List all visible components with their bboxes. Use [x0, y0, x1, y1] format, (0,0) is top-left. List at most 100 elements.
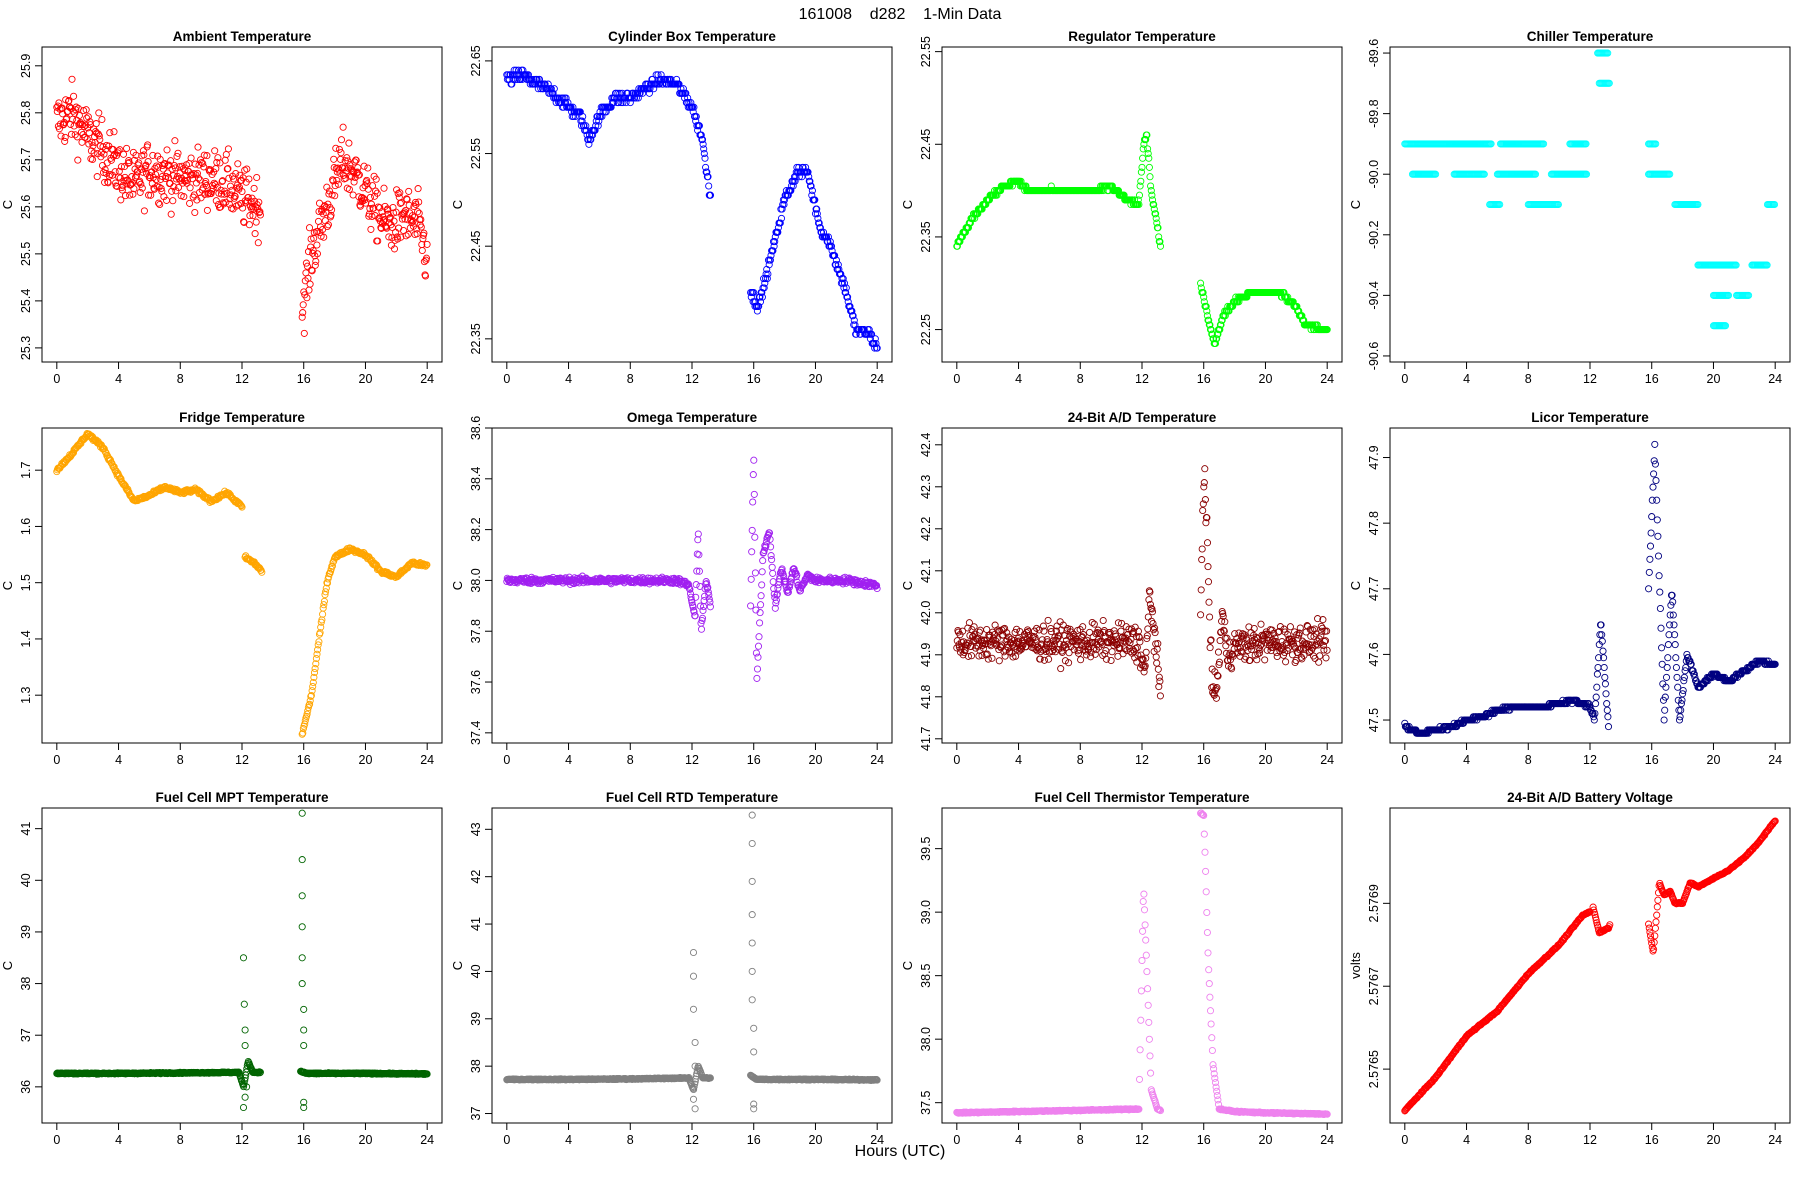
data-point [61, 137, 69, 145]
data-point [142, 161, 150, 169]
data-point [1666, 170, 1674, 178]
y-tick-label: 1.3 [19, 686, 33, 703]
data-point [302, 259, 310, 267]
data-point [1671, 641, 1679, 649]
data-point [1146, 173, 1154, 181]
data-point [835, 265, 843, 273]
y-tick-label: 22.65 [469, 45, 483, 76]
data-point [144, 158, 152, 166]
data-point [119, 182, 127, 190]
data-point [555, 94, 563, 102]
x-tick-label: 20 [1707, 753, 1721, 767]
data-point [1653, 496, 1661, 504]
y-tick-label: 47.7 [1367, 577, 1381, 601]
data-point [1150, 200, 1158, 209]
data-point [133, 172, 141, 180]
x-tick-label: 0 [1401, 753, 1408, 767]
y-tick-label: 22.35 [919, 221, 933, 252]
data-point [135, 159, 143, 167]
data-point [627, 94, 636, 102]
x-tick-label: 20 [1707, 372, 1721, 386]
data-point [777, 214, 786, 222]
y-tick-label: -90.4 [1367, 281, 1381, 310]
data-point [1662, 673, 1671, 681]
data-point [1108, 648, 1116, 656]
data-point [203, 152, 211, 160]
data-point [1603, 706, 1611, 714]
data-point [1153, 659, 1161, 667]
data-point [349, 168, 357, 176]
data-point [1206, 644, 1214, 652]
data-point [136, 177, 144, 185]
data-point [682, 89, 690, 97]
data-point [390, 217, 398, 225]
data-point [402, 232, 410, 240]
data-point [695, 122, 703, 130]
x-tick-label: 12 [1583, 753, 1597, 767]
data-point [868, 330, 876, 338]
y-tick-label: 38.4 [469, 467, 483, 491]
data-point [186, 184, 194, 192]
data-point [337, 149, 345, 157]
series-points [1401, 49, 1779, 330]
data-point [1600, 663, 1608, 672]
data-point [202, 177, 210, 186]
x-tick-label: 0 [503, 372, 510, 386]
data-point [420, 229, 428, 237]
data-point [122, 177, 130, 185]
data-point [752, 649, 760, 657]
data-point [246, 212, 254, 220]
data-point [255, 198, 263, 206]
data-point [988, 654, 996, 662]
data-point [652, 71, 660, 79]
data-point [1145, 163, 1153, 171]
x-tick-label: 8 [627, 753, 634, 767]
data-point [418, 246, 426, 255]
data-point [1214, 330, 1222, 338]
data-point [96, 135, 104, 144]
data-point [223, 189, 231, 197]
data-point [697, 131, 705, 139]
data-point [840, 279, 849, 287]
series-points [53, 809, 431, 1112]
x-tick-label: 12 [1135, 753, 1149, 767]
y-axis-label: C [900, 200, 915, 209]
data-point [320, 233, 328, 241]
data-point [1201, 465, 1209, 473]
data-point [381, 202, 389, 210]
data-point [839, 279, 847, 287]
data-point [333, 176, 341, 184]
series-points [953, 465, 1331, 702]
data-point [160, 160, 168, 168]
data-point [1554, 200, 1562, 209]
data-point [1592, 700, 1600, 708]
data-point [831, 251, 839, 260]
data-point [163, 169, 172, 177]
data-point [1648, 513, 1656, 521]
y-tick-label: 25.5 [19, 242, 33, 266]
data-point [1203, 307, 1211, 315]
data-point [360, 162, 368, 170]
x-tick-label: 8 [177, 372, 184, 386]
data-point [221, 156, 229, 164]
data-point [757, 592, 765, 600]
data-point [186, 199, 194, 207]
data-point [1197, 586, 1205, 594]
data-point [1156, 692, 1164, 700]
data-point [169, 197, 177, 205]
data-point [168, 187, 176, 195]
data-point [1142, 136, 1150, 144]
x-tick-label: 24 [1320, 753, 1334, 767]
data-point [152, 176, 160, 184]
data-point [756, 619, 764, 627]
y-tick-label: 22.55 [469, 138, 483, 169]
panel-title: Omega Temperature [627, 410, 758, 425]
data-point [1732, 261, 1740, 269]
x-tick-label: 16 [297, 372, 311, 386]
data-point [149, 151, 157, 159]
data-point [137, 180, 145, 188]
x-tick-label: 0 [953, 753, 960, 767]
data-point [1206, 613, 1214, 621]
data-point [757, 601, 765, 609]
